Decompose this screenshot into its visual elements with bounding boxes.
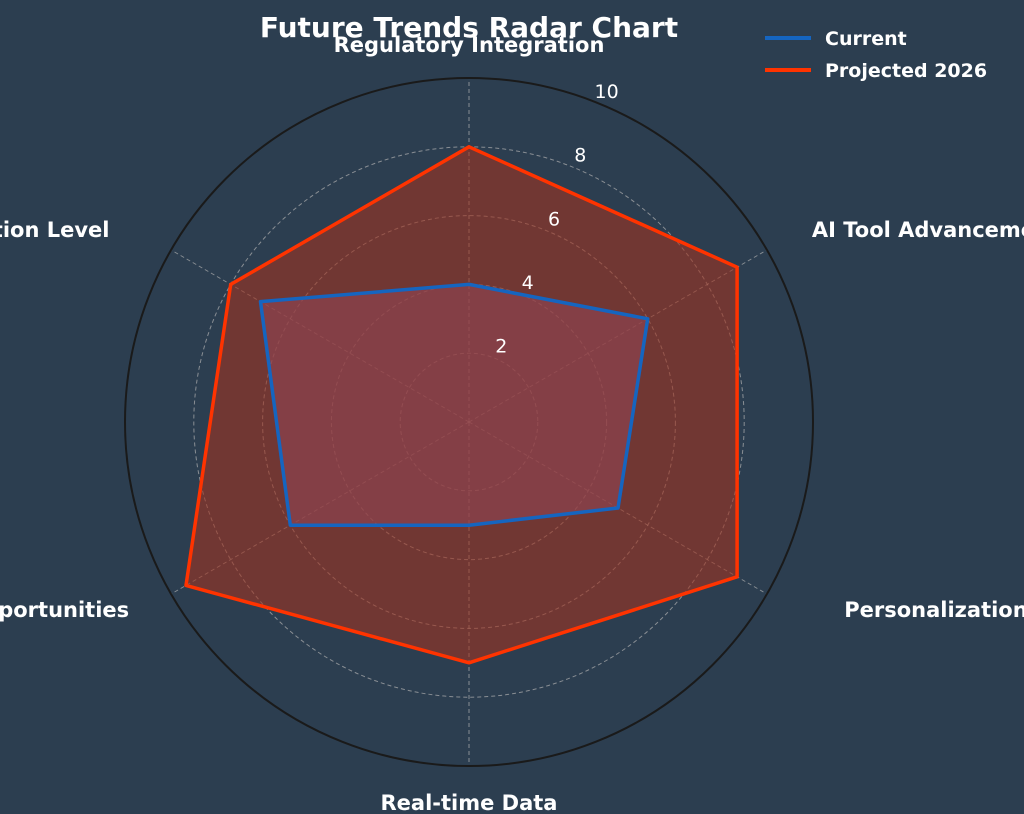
- category-label: AI Tool Advancement: [812, 218, 1024, 242]
- radial-tick-label: 6: [548, 208, 560, 230]
- tick-layer: 2 4 6 8 10: [495, 81, 618, 357]
- legend-entry: Current: [825, 28, 907, 50]
- radial-tick-label: 10: [595, 81, 619, 103]
- series-line-current: [258, 282, 650, 527]
- category-label: Regulatory Integration: [334, 33, 605, 57]
- radial-tick-label: 2: [495, 335, 507, 357]
- series-area-projected: [186, 146, 738, 663]
- radial-tick-label: 8: [574, 145, 586, 167]
- category-label: Personalization: [844, 598, 1024, 622]
- outer-ring: [124, 77, 814, 767]
- legend-entry: Projected 2026: [825, 60, 987, 82]
- category-label: Real-time Data: [381, 791, 558, 814]
- category-label: Market Opportunities: [0, 598, 129, 622]
- radial-tick-label: 4: [522, 272, 534, 294]
- chart-title: Future Trends Radar Chart: [260, 11, 678, 44]
- legend: Current Projected 2026: [765, 28, 987, 82]
- series-layer: [184, 145, 739, 665]
- category-label: Competition Level: [0, 218, 109, 242]
- category-label-layer: Regulatory Integration AI Tool Advancemen…: [0, 33, 1024, 814]
- series-line-projected: [184, 145, 739, 665]
